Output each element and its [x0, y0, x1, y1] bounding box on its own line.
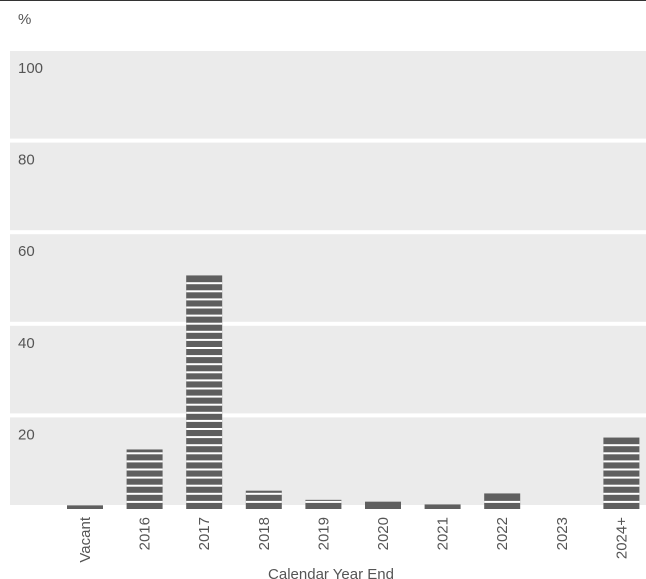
- bar-stripe: [186, 476, 223, 479]
- x-tick-label: 2020: [375, 517, 392, 550]
- y-unit-label: %: [18, 11, 31, 28]
- bar: [186, 275, 223, 509]
- bar-stripe: [126, 468, 163, 471]
- bar-stripe: [126, 492, 163, 495]
- x-tick-label: 2021: [435, 517, 452, 550]
- bar-stripe: [186, 452, 223, 455]
- bar-stripe: [603, 492, 640, 495]
- x-tick-label: 2016: [137, 517, 154, 550]
- x-tick-label: 2017: [196, 517, 213, 550]
- bar-stripe: [305, 500, 342, 503]
- y-tick-label: 20: [18, 426, 35, 443]
- x-tick-label: 2022: [494, 517, 511, 550]
- bar-stripe: [126, 452, 163, 455]
- bar-stripe: [603, 484, 640, 487]
- grid-band: [10, 325, 646, 414]
- bar-stripe: [126, 484, 163, 487]
- bar: [67, 505, 103, 509]
- bar-stripe: [186, 444, 223, 447]
- x-axis-title: Calendar Year End: [268, 566, 394, 579]
- grid-band: [10, 417, 646, 505]
- bar: [245, 490, 282, 509]
- y-tick-label: 40: [18, 335, 35, 352]
- bar: [424, 504, 461, 509]
- bar-stripe: [186, 428, 223, 430]
- x-tick-label: 2023: [554, 517, 571, 550]
- y-tick-label: 80: [18, 152, 35, 169]
- bar-stripe: [186, 411, 223, 414]
- bar-stripe: [186, 338, 223, 341]
- bar-stripe: [126, 460, 163, 463]
- grid-band: [10, 234, 646, 322]
- bar-stripe: [186, 387, 223, 390]
- bar-stripe: [186, 403, 223, 406]
- bar-stripe: [186, 492, 223, 495]
- bar-stripe: [603, 460, 640, 463]
- bar: [126, 449, 163, 509]
- bar-stripe: [186, 395, 223, 398]
- bar-stripe: [245, 492, 282, 495]
- grid-band: [10, 51, 646, 139]
- bar-stripe: [186, 460, 223, 463]
- grid-band: [10, 142, 646, 231]
- bar-stripe: [186, 298, 223, 301]
- x-tick-labels: Vacant 2016 2017 2018 2019 2020 2021 2022 2023 20…: [77, 516, 630, 562]
- y-tick-label: 60: [18, 243, 35, 260]
- y-tick-labels: 20 40 60 80 100: [18, 60, 43, 443]
- bar-stripe: [484, 500, 521, 503]
- x-tick-label: 2024+: [613, 517, 630, 559]
- bar: [305, 499, 342, 509]
- bar-stripe: [186, 306, 223, 309]
- bar-stripe: [603, 444, 640, 447]
- bar-stripe: [186, 436, 223, 439]
- bar-stripe: [126, 500, 163, 503]
- bar-stripe: [603, 468, 640, 471]
- bar-stripe: [186, 282, 223, 285]
- bar-stripe: [186, 500, 223, 503]
- x-tick-label: 2018: [256, 517, 273, 550]
- bar-stripe: [186, 379, 223, 382]
- top-rule: [0, 0, 646, 1]
- bar-stripe: [603, 476, 640, 479]
- bar-stripe: [186, 468, 223, 471]
- bar-stripes: [126, 282, 640, 503]
- bar-stripe: [603, 452, 640, 455]
- x-tick-label: 2019: [315, 517, 332, 550]
- x-tick-label: Vacant: [77, 516, 94, 562]
- bar-stripe: [186, 290, 223, 293]
- bar-stripe: [245, 500, 282, 503]
- bar-stripe: [186, 371, 223, 374]
- bar-stripe: [186, 322, 223, 325]
- bar: [365, 501, 401, 509]
- bar-stripe: [186, 330, 223, 333]
- bar-stripe: [186, 347, 223, 349]
- bar-stripe: [186, 363, 223, 366]
- grid-bands: [10, 51, 646, 505]
- y-tick-label: 100: [18, 60, 43, 77]
- bar-stripe: [186, 314, 223, 317]
- bar: [603, 437, 640, 509]
- bar-stripe: [186, 484, 223, 487]
- bar-stripe: [603, 500, 640, 503]
- bar-stripe: [186, 419, 223, 422]
- bar-stripe: [126, 476, 163, 479]
- bar-stripe: [186, 355, 223, 358]
